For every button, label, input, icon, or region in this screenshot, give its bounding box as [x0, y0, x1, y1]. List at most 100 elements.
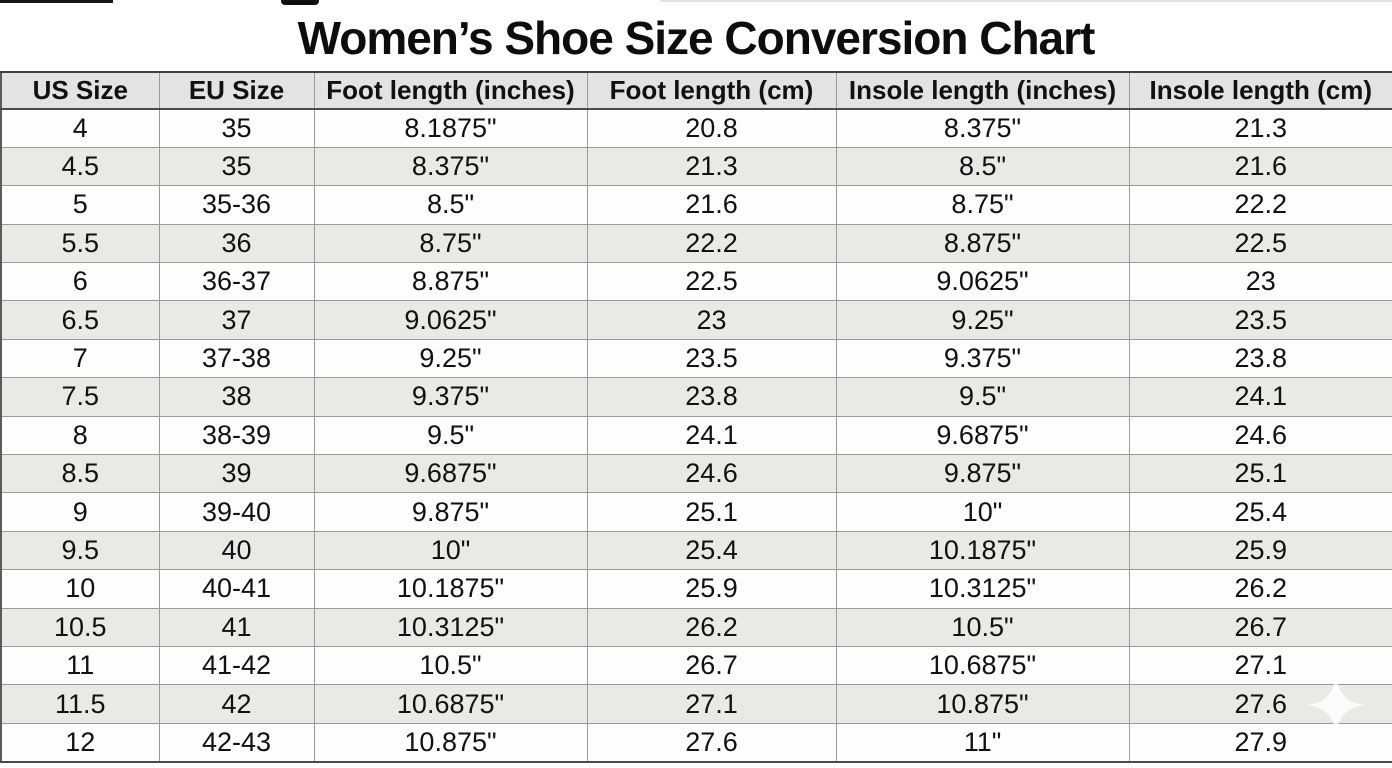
table-cell: 10.5": [313, 645, 588, 686]
table-cell: 8.75": [313, 223, 588, 264]
table-cell: 9.375": [313, 377, 588, 417]
table-cell: 8.5": [313, 185, 588, 225]
table-cell: 42: [158, 684, 315, 724]
table-cell: 8.75": [835, 185, 1130, 225]
table-cell: 40: [158, 530, 315, 571]
table-row: 6.5 37 9.0625" 23 9.25" 23.5: [0, 300, 1392, 340]
table-cell: 9.875": [313, 492, 588, 532]
table-cell: 9.6875": [313, 454, 588, 494]
table-cell: 10.1875": [835, 530, 1130, 571]
table-cell: 10.5": [835, 607, 1130, 647]
table-row: 9 39-40 9.875" 25.1 10" 25.4: [0, 492, 1392, 532]
table-cell: 20.8: [586, 108, 837, 148]
table-cell: 10.1875": [313, 569, 588, 609]
table-row: 6 36-37 8.875" 22.5 9.0625" 23: [0, 262, 1392, 302]
table-cell: 26.2: [1128, 569, 1392, 609]
table-cell: 35-36: [158, 185, 315, 225]
table-cell: 27.1: [1128, 645, 1392, 686]
table-cell: 26.2: [586, 607, 837, 647]
page-title: Women’s Shoe Size Conversion Chart: [297, 11, 1096, 64]
table-cell: 9.25": [835, 300, 1130, 340]
table-cell: 11.5: [0, 684, 160, 724]
table-cell: 25.1: [1128, 454, 1392, 494]
table-cell: 22.2: [1128, 185, 1392, 225]
table-cell: 5.5: [0, 223, 160, 264]
table-cell: 22.2: [586, 223, 837, 264]
table-cell: 8: [0, 415, 160, 456]
table-cell: 10.6875": [835, 645, 1130, 686]
table-cell: 8.375": [313, 146, 588, 187]
table-row: 4.5 35 8.375" 21.3 8.5" 21.6: [0, 146, 1392, 187]
table-cell: 36: [158, 223, 315, 264]
table-cell: 27.6: [586, 722, 837, 763]
table-cell: 9: [0, 492, 160, 532]
table-cell: 25.9: [1128, 530, 1392, 571]
table-row: 9.5 40 10" 25.4 10.1875" 25.9: [0, 530, 1392, 571]
table-cell: 39-40: [158, 492, 315, 532]
table-cell: 37: [158, 300, 315, 340]
table-cell: 10.875": [835, 684, 1130, 724]
table-row: 7 37-38 9.25" 23.5 9.375" 23.8: [0, 338, 1392, 379]
table-cell: 8.5": [835, 146, 1130, 187]
table-cell: 24.6: [1128, 415, 1392, 456]
table-cell: 10: [0, 569, 160, 609]
table-cell: 41: [158, 607, 315, 647]
table-cell: 27.1: [586, 684, 837, 724]
table-cell: 24.1: [586, 415, 837, 456]
table-row: 11.5 42 10.6875" 27.1 10.875" 27.6: [0, 684, 1392, 724]
table-cell: 24.6: [586, 454, 837, 494]
table-cell: 5: [0, 185, 160, 225]
table-row: 10 40-41 10.1875" 25.9 10.3125" 26.2: [0, 569, 1392, 609]
table-cell: 35: [158, 108, 315, 148]
table-cell: 11: [0, 645, 160, 686]
table-cell: 10": [313, 530, 588, 571]
table-cell: 6.5: [0, 300, 160, 340]
table-cell: 36-37: [158, 262, 315, 302]
table-cell: 23.5: [1128, 300, 1392, 340]
table-cell: 24.1: [1128, 377, 1392, 417]
table-cell: 41-42: [158, 645, 315, 686]
table-cell: 21.6: [1128, 146, 1392, 187]
table-cell: 9.25": [313, 338, 588, 379]
table-cell: 10.3125": [835, 569, 1130, 609]
table-cell: 25.9: [586, 569, 837, 609]
table-cell: 8.375": [835, 108, 1130, 148]
table-row: 4 35 8.1875" 20.8 8.375" 21.3: [0, 108, 1392, 148]
shoe-size-conversion-table: US Size EU Size Foot length (inches) Foot l…: [0, 71, 1392, 763]
table-cell: 37-38: [158, 338, 315, 379]
table-cell: 23.5: [586, 338, 837, 379]
table-cell: 9.6875": [835, 415, 1130, 456]
header-row: US Size EU Size Foot length (inches) Foot l…: [0, 71, 1392, 110]
table-cell: 39: [158, 454, 315, 494]
table-row: 10.5 41 10.3125" 26.2 10.5" 26.7: [0, 607, 1392, 647]
table-cell: 23.8: [1128, 338, 1392, 379]
table-row: 5 35-36 8.5" 21.6 8.75" 22.2: [0, 185, 1392, 225]
table-cell: 26.7: [586, 645, 837, 686]
table-cell: 11": [835, 722, 1130, 763]
table-cell: 7: [0, 338, 160, 379]
table-cell: 9.5: [0, 530, 160, 571]
column-header: Insole length (inches): [835, 71, 1130, 110]
table-row: 7.5 38 9.375" 23.8 9.5" 24.1: [0, 377, 1392, 417]
table-cell: 9.5": [313, 415, 588, 456]
column-header: Insole length (cm): [1128, 71, 1392, 110]
column-header: EU Size: [158, 71, 315, 110]
table-cell: 8.875": [313, 262, 588, 302]
table-cell: 9.375": [835, 338, 1130, 379]
table-cell: 35: [158, 146, 315, 187]
table-cell: 10.6875": [313, 684, 588, 724]
table-row: 8 38-39 9.5" 24.1 9.6875" 24.6: [0, 415, 1392, 456]
table-cell: 21.3: [586, 146, 837, 187]
table-cell: 6: [0, 262, 160, 302]
table-cell: 22.5: [586, 262, 837, 302]
table-cell: 27.6: [1128, 684, 1392, 724]
table-cell: 10.3125": [313, 607, 588, 647]
table-cell: 8.1875": [313, 108, 588, 148]
table-cell: 10": [835, 492, 1130, 532]
table-cell: 23: [1128, 262, 1392, 302]
table-cell: 10.5: [0, 607, 160, 647]
table-cell: 8.875": [835, 223, 1130, 264]
table-cell: 27.9: [1128, 722, 1392, 763]
table-cell: 40-41: [158, 569, 315, 609]
column-header: Foot length (inches): [313, 71, 588, 110]
